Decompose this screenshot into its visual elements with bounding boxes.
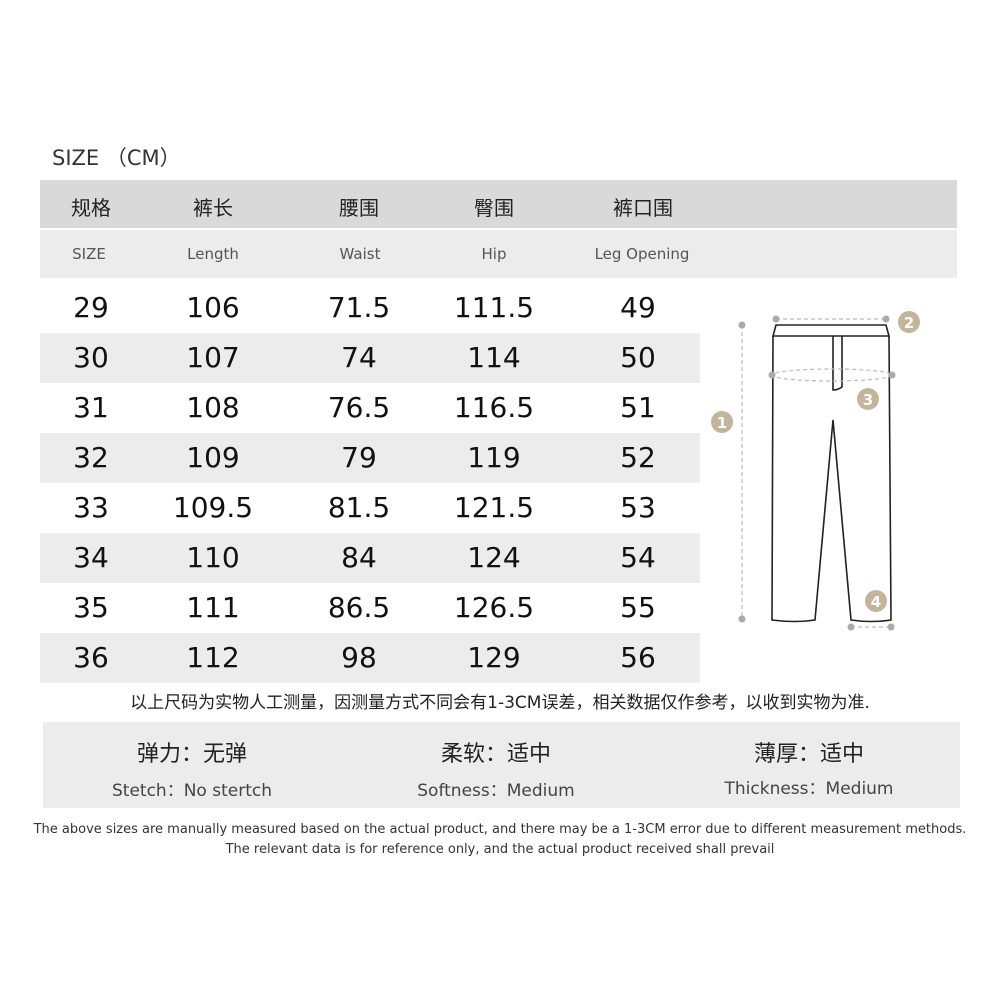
table-cell: 111.5 bbox=[453, 291, 535, 324]
table-cell: 76.5 bbox=[327, 391, 391, 424]
property-cn: 弹力：无弹 bbox=[136, 742, 247, 767]
badge-2: 2 bbox=[898, 311, 920, 333]
property-en: Stetch：No stertch bbox=[112, 781, 272, 801]
table-cell: 55 bbox=[620, 591, 656, 624]
footer-note: The above sizes are manually measured ba… bbox=[0, 820, 1000, 860]
table-cell: 126.5 bbox=[453, 591, 535, 624]
header-cell: SIZE bbox=[72, 245, 106, 263]
badge-4: 4 bbox=[865, 590, 887, 612]
table-cell: 129 bbox=[467, 641, 521, 674]
table-cell: 29 bbox=[73, 291, 109, 324]
table-cell: 111 bbox=[186, 591, 240, 624]
header-cell: 臀围 bbox=[474, 196, 514, 220]
svg-text:2: 2 bbox=[904, 314, 914, 332]
table-cell: 106 bbox=[186, 291, 240, 324]
table-cell: 110 bbox=[186, 541, 240, 574]
property-en: Softness：Medium bbox=[417, 781, 575, 801]
table-cell: 50 bbox=[620, 341, 656, 374]
properties-box: 弹力：无弹 Stetch：No stertch 柔软：适中 Softness：Med… bbox=[43, 722, 960, 808]
header-cell: 规格 bbox=[71, 196, 111, 220]
note-cn: 以上尺码为实物人工测量，因测量方式不同会有1-3CM误差，相关数据仅作参考，以收… bbox=[130, 693, 870, 713]
header-cell: Length bbox=[187, 245, 239, 263]
header-cell: Leg Opening bbox=[594, 245, 690, 263]
property-thickness: 薄厚：适中 Thickness：Medium bbox=[659, 722, 959, 799]
header-cell: 腰围 bbox=[339, 196, 379, 220]
table-cell: 32 bbox=[73, 441, 109, 474]
table-cell: 31 bbox=[73, 391, 109, 424]
table-cell: 53 bbox=[620, 491, 656, 524]
chart-title: SIZE （CM） bbox=[52, 146, 181, 170]
table-row: 32 109 79 119 52 bbox=[40, 433, 700, 483]
table-cell: 112 bbox=[186, 641, 240, 674]
table-cell: 119 bbox=[467, 441, 521, 474]
table-cell: 54 bbox=[620, 541, 656, 574]
table-row: 29 106 71.5 111.5 49 bbox=[40, 283, 700, 333]
table-cell: 74 bbox=[341, 341, 377, 374]
header-cell: Waist bbox=[339, 245, 381, 263]
header-row-en: SIZE Length Waist Hip Leg Opening bbox=[40, 230, 957, 278]
table-cell: 79 bbox=[341, 441, 377, 474]
table-row: 30 107 74 114 50 bbox=[40, 333, 700, 383]
table-cell: 30 bbox=[73, 341, 109, 374]
table-cell: 121.5 bbox=[453, 491, 535, 524]
property-cn: 薄厚：适中 bbox=[753, 742, 864, 767]
table-cell: 52 bbox=[620, 441, 656, 474]
table-cell: 109 bbox=[186, 441, 240, 474]
table-cell: 98 bbox=[341, 641, 377, 674]
property-cn: 柔软：适中 bbox=[440, 742, 551, 767]
header-cell: 裤长 bbox=[193, 196, 233, 220]
table-cell: 84 bbox=[341, 541, 377, 574]
table-row: 31 108 76.5 116.5 51 bbox=[40, 383, 700, 433]
table-cell: 81.5 bbox=[327, 491, 391, 524]
header-cell: 裤口围 bbox=[613, 196, 673, 220]
svg-text:3: 3 bbox=[863, 391, 873, 409]
table-cell: 49 bbox=[620, 291, 656, 324]
footer-line: The above sizes are manually measured ba… bbox=[33, 822, 967, 837]
header-row-cn: 规格 裤长 腰围 臀围 裤口围 bbox=[40, 180, 957, 228]
table-cell: 114 bbox=[467, 341, 521, 374]
property-en: Thickness：Medium bbox=[724, 779, 894, 799]
table-cell: 109.5 bbox=[172, 491, 254, 524]
footer-line: The relevant data is for reference only,… bbox=[225, 842, 775, 857]
header-cell: Hip bbox=[481, 245, 507, 263]
table-row: 36 112 98 129 56 bbox=[40, 633, 700, 683]
table-cell: 34 bbox=[73, 541, 109, 574]
table-cell: 116.5 bbox=[453, 391, 535, 424]
property-softness: 柔软：适中 Softness：Medium bbox=[346, 722, 646, 801]
table-cell: 33 bbox=[73, 491, 109, 524]
property-stretch: 弹力：无弹 Stetch：No stertch bbox=[42, 722, 342, 801]
table-row: 33 109.5 81.5 121.5 53 bbox=[40, 483, 700, 533]
table-cell: 86.5 bbox=[327, 591, 391, 624]
table-cell: 56 bbox=[620, 641, 656, 674]
badge-1: 1 bbox=[711, 411, 733, 433]
table-cell: 35 bbox=[73, 591, 109, 624]
badge-3: 3 bbox=[857, 388, 879, 410]
table-cell: 51 bbox=[620, 391, 656, 424]
svg-text:1: 1 bbox=[717, 414, 727, 432]
table-row: 35 111 86.5 126.5 55 bbox=[40, 583, 700, 633]
table-cell: 108 bbox=[186, 391, 240, 424]
table-cell: 71.5 bbox=[327, 291, 391, 324]
table-row: 34 110 84 124 54 bbox=[40, 533, 700, 583]
table-cell: 124 bbox=[467, 541, 521, 574]
svg-text:4: 4 bbox=[871, 593, 881, 611]
table-cell: 107 bbox=[186, 341, 240, 374]
table-cell: 36 bbox=[73, 641, 109, 674]
